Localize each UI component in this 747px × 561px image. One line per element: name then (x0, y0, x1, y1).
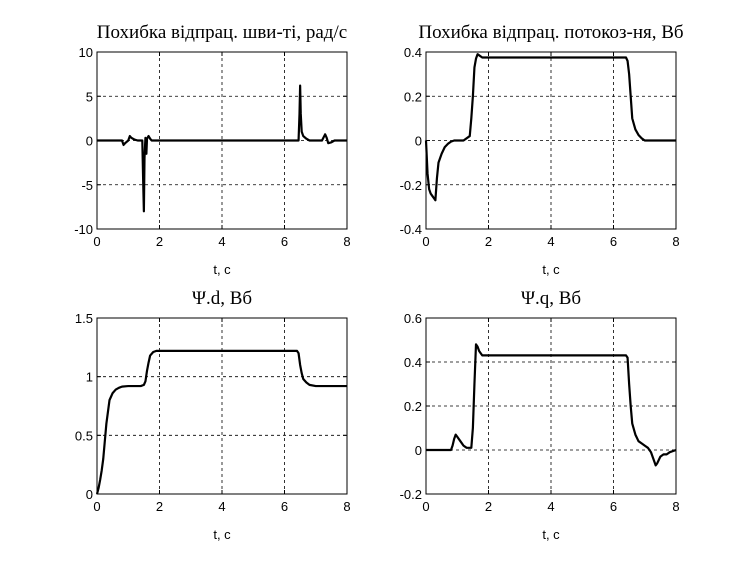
x-tick-label: 6 (281, 234, 288, 249)
x-tick-label: 6 (281, 499, 288, 514)
x-axis-label: t, c (542, 527, 560, 542)
y-tick-label: -10 (74, 222, 93, 237)
y-tick-label: 1.5 (75, 311, 93, 326)
x-tick-label: 6 (610, 234, 617, 249)
x-tick-label: 0 (93, 499, 100, 514)
y-tick-label: 10 (79, 45, 93, 60)
x-axis-label: t, c (542, 262, 560, 277)
x-tick-label: 8 (672, 499, 679, 514)
y-tick-label: 0.4 (404, 355, 422, 370)
x-tick-label: 8 (343, 499, 350, 514)
x-tick-label: 4 (218, 499, 225, 514)
series-line-1 (426, 343, 677, 467)
series-line-1 (424, 53, 676, 202)
y-tick-label: 5 (86, 89, 93, 104)
x-tick-label: 4 (547, 499, 554, 514)
y-tick-label: 0 (86, 487, 93, 502)
x-tick-label: 0 (93, 234, 100, 249)
x-tick-label: 8 (343, 234, 350, 249)
y-tick-label: 0.2 (404, 89, 422, 104)
x-tick-label: 4 (547, 234, 554, 249)
y-tick-label: -5 (81, 178, 93, 193)
y-tick-label: -0.4 (400, 222, 422, 237)
chart-title: Похибка відпрац. потокоз-ня, Вб (418, 22, 683, 43)
x-tick-label: 0 (422, 499, 429, 514)
chart-title: Похибка відпрац. шви-ті, рад/с (97, 22, 347, 43)
y-tick-label: -0.2 (400, 487, 422, 502)
x-tick-label: 2 (485, 499, 492, 514)
x-tick-label: 4 (218, 234, 225, 249)
y-tick-label: 0 (86, 134, 93, 149)
x-tick-label: 0 (422, 234, 429, 249)
x-tick-label: 2 (156, 499, 163, 514)
chart-panel-1: 0 2 4 6 8 10 5 0 -5 -10 Похибка відпрац. шви-ті, р… (74, 22, 350, 277)
x-tick-label: 2 (485, 234, 492, 249)
x-tick-label: 8 (672, 234, 679, 249)
y-tick-label: 0 (415, 443, 422, 458)
y-tick-label: 0.4 (404, 45, 422, 60)
chart-panel-2: 0 2 4 6 8 0.4 0.2 0 -0.2 -0.4 Похибка відпрац. пот… (400, 22, 684, 277)
x-tick-label: 2 (156, 234, 163, 249)
chart-title: Ψ.q, Вб (521, 288, 581, 309)
y-tick-label: 0.5 (75, 428, 93, 443)
series-line-1 (97, 84, 347, 213)
chart-panel-3: 0 2 4 6 8 1.5 1 0.5 0 Ψ.d, Вб t, c (75, 288, 351, 542)
series-line-1 (95, 349, 347, 495)
x-axis-label: t, c (213, 527, 231, 542)
y-tick-label: -0.2 (400, 178, 422, 193)
chart-panel-4: 0 2 4 6 80.60.40.20-0.2Ψ.q, Вбt, c (400, 288, 680, 542)
y-tick-label: 0 (415, 134, 422, 149)
y-tick-label: 0.6 (404, 311, 422, 326)
chart-title: Ψ.d, Вб (192, 288, 252, 309)
y-tick-label: 1 (86, 370, 93, 385)
x-axis-label: t, c (213, 262, 231, 277)
x-tick-label: 6 (610, 499, 617, 514)
y-tick-label: 0.2 (404, 399, 422, 414)
